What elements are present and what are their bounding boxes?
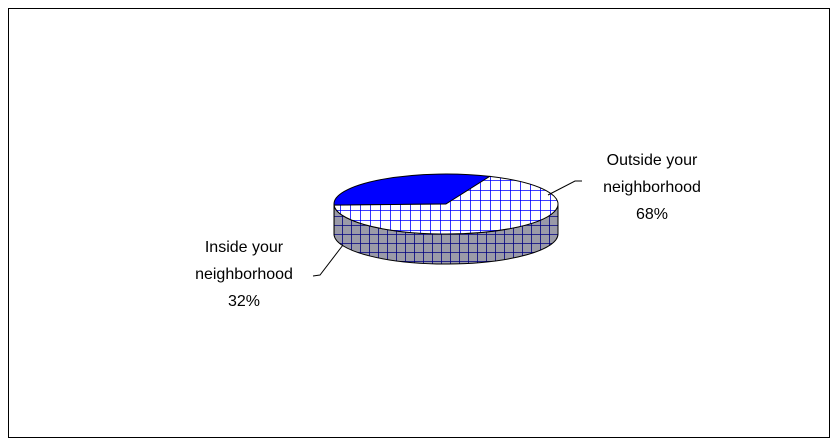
label-outside-line2: neighborhood xyxy=(603,179,701,196)
label-inside-line2: neighborhood xyxy=(195,266,293,283)
label-outside-percent: 68% xyxy=(636,206,668,223)
label-outside-line1: Outside your xyxy=(607,152,698,169)
leader-line-inside xyxy=(313,245,343,276)
label-inside-percent: 32% xyxy=(228,293,260,310)
pie-group xyxy=(334,174,558,264)
label-inside-line1: Inside your xyxy=(205,239,284,256)
leader-line-outside xyxy=(548,181,582,195)
